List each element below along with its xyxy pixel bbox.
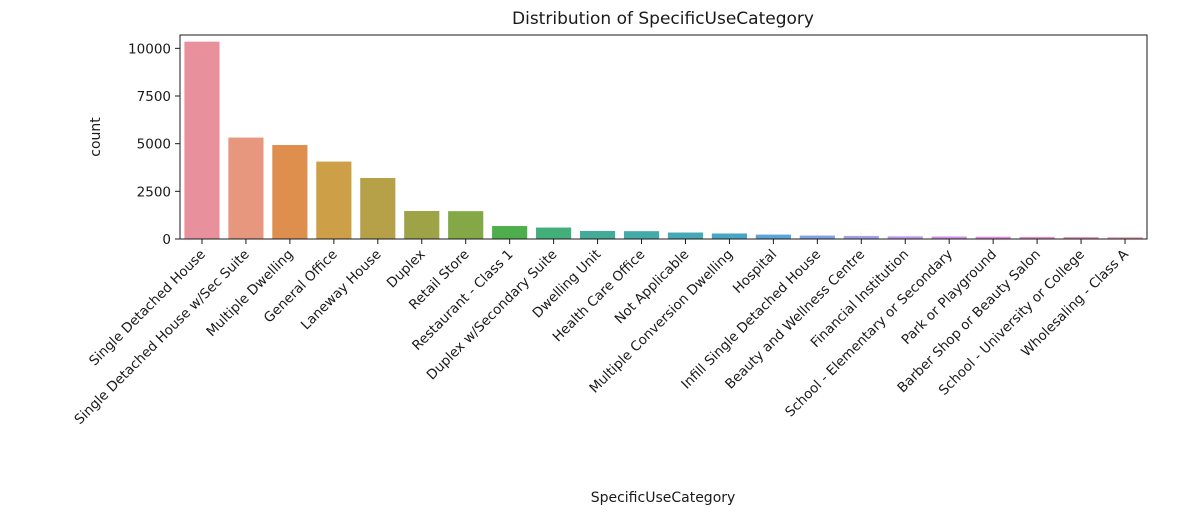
y-tick-label: 5000	[137, 137, 171, 153]
bar	[492, 226, 528, 239]
bar	[272, 145, 308, 239]
bar	[184, 41, 220, 239]
bar	[448, 211, 484, 239]
chart-title: Distribution of SpecificUseCategory	[512, 9, 814, 29]
bar	[799, 235, 835, 239]
y-tick-label: 7500	[137, 89, 171, 105]
bar	[711, 233, 748, 239]
bar	[1019, 236, 1055, 239]
bar	[887, 236, 923, 239]
x-axis-label: SpecificUseCategory	[591, 490, 736, 506]
bar	[843, 235, 879, 239]
bar	[579, 230, 616, 239]
y-tick-label: 2500	[137, 184, 171, 200]
bar	[975, 236, 1011, 239]
bar	[316, 161, 352, 239]
x-tick-label: Laneway House	[298, 247, 385, 334]
bar	[536, 227, 572, 239]
bar	[228, 137, 264, 239]
bar	[404, 210, 440, 239]
plot-frame	[179, 34, 1148, 240]
y-axis-label: count	[88, 117, 104, 157]
bar	[1063, 237, 1099, 239]
x-tick-label: Single Detached House w/Sec Suite	[71, 247, 252, 428]
bar	[755, 234, 791, 239]
y-tick-label: 10000	[128, 41, 171, 57]
bar	[360, 177, 396, 239]
bar	[931, 236, 967, 239]
bar	[623, 231, 660, 239]
bar	[1107, 237, 1143, 239]
y-tick-label: 0	[162, 232, 171, 248]
bar	[667, 232, 704, 239]
